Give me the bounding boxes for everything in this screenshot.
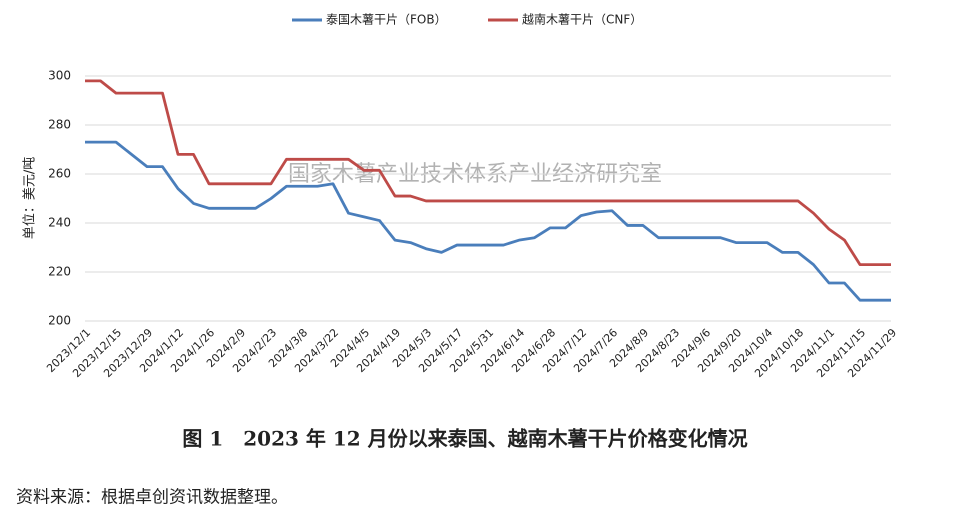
legend-label: 泰国木薯干片（FOB） — [326, 13, 447, 27]
series-line — [85, 140, 891, 302]
y-tick-label: 220 — [48, 265, 71, 279]
y-tick-label: 200 — [48, 314, 71, 328]
y-tick-label: 240 — [48, 216, 71, 230]
y-axis-label: 单位：美元/吨 — [23, 157, 38, 239]
source-note: 资料来源：根据卓创资讯数据整理。 — [16, 488, 288, 508]
series-line — [85, 79, 891, 267]
chart-title: 图 1 2023 年 12 月份以来泰国、越南木薯干片价格变化情况 — [182, 427, 747, 451]
y-tick-label: 280 — [48, 118, 71, 132]
y-tick-label: 300 — [48, 69, 71, 83]
legend-label: 越南木薯干片（CNF） — [522, 12, 642, 27]
y-tick-label: 260 — [48, 167, 71, 181]
